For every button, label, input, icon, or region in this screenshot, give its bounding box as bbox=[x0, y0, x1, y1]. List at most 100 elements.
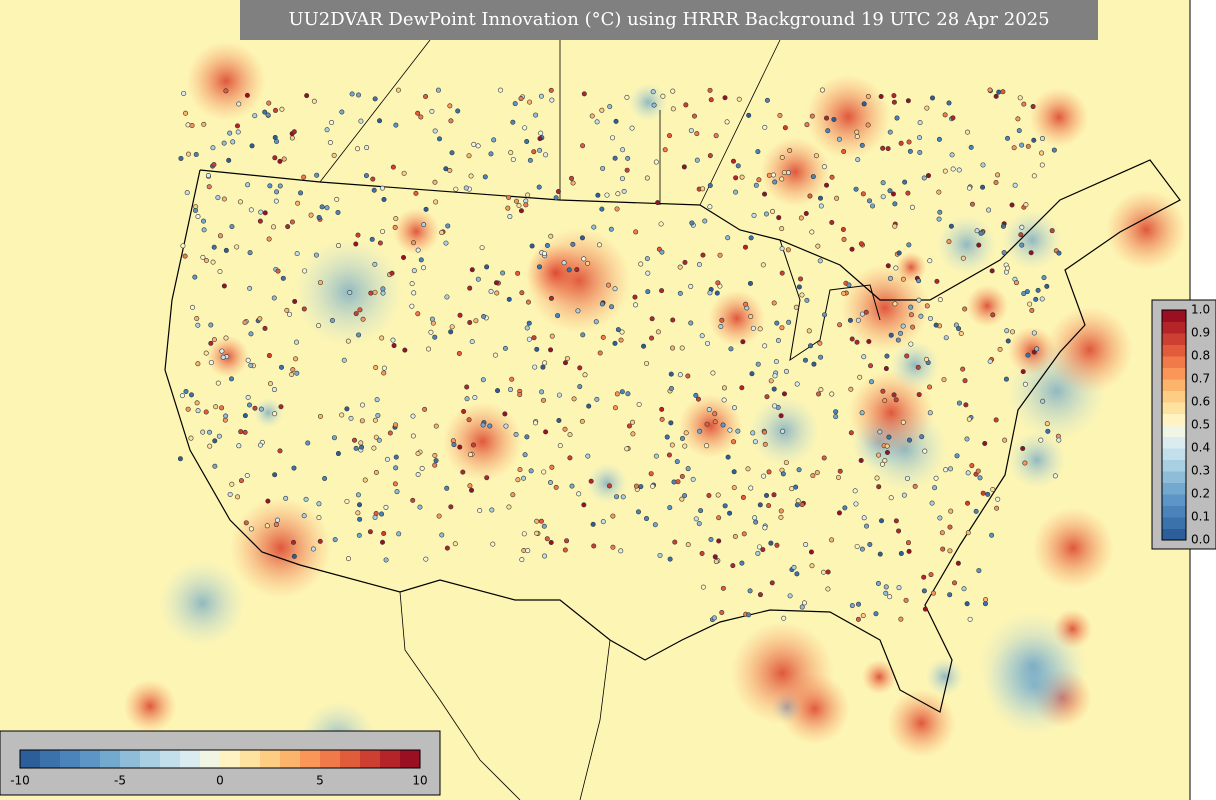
station bbox=[710, 370, 716, 376]
station bbox=[994, 505, 1000, 511]
station bbox=[618, 337, 624, 343]
station bbox=[373, 469, 379, 475]
station bbox=[538, 518, 544, 524]
station bbox=[502, 345, 508, 351]
station bbox=[806, 328, 812, 334]
station bbox=[469, 339, 475, 345]
colorbar-segment bbox=[120, 750, 141, 768]
station bbox=[908, 341, 914, 347]
station bbox=[295, 200, 301, 206]
station bbox=[699, 333, 705, 339]
station bbox=[317, 413, 323, 419]
station bbox=[837, 468, 843, 474]
station bbox=[950, 115, 956, 121]
station bbox=[469, 267, 475, 273]
station bbox=[917, 150, 923, 156]
station bbox=[748, 314, 754, 320]
station bbox=[982, 601, 988, 607]
colorbar-tick-label: 1.0 bbox=[1191, 303, 1210, 317]
station bbox=[786, 319, 792, 325]
colorbar-segment bbox=[40, 750, 61, 768]
station bbox=[829, 219, 835, 225]
station bbox=[667, 505, 673, 511]
station bbox=[262, 109, 268, 115]
station bbox=[356, 332, 362, 338]
station bbox=[720, 585, 726, 591]
station bbox=[222, 417, 228, 423]
station bbox=[771, 492, 777, 498]
station bbox=[329, 318, 335, 324]
station bbox=[371, 445, 377, 451]
station bbox=[727, 510, 733, 516]
station bbox=[916, 392, 922, 398]
station bbox=[1031, 330, 1037, 336]
colorbar-tick-label: 0.4 bbox=[1191, 441, 1210, 455]
station bbox=[809, 229, 815, 235]
station bbox=[543, 429, 549, 435]
station bbox=[531, 335, 537, 341]
station bbox=[717, 252, 723, 258]
colorbar-outline bbox=[19, 749, 421, 769]
station bbox=[200, 254, 206, 260]
station bbox=[205, 173, 211, 179]
station bbox=[816, 391, 822, 397]
colorbar-tick-label: 10 bbox=[412, 774, 427, 788]
station bbox=[488, 151, 494, 157]
station bbox=[612, 155, 618, 161]
station bbox=[777, 112, 783, 118]
station bbox=[929, 500, 935, 506]
station bbox=[516, 202, 522, 208]
station bbox=[898, 140, 904, 146]
station bbox=[819, 87, 825, 93]
station bbox=[372, 289, 378, 295]
station bbox=[751, 212, 757, 218]
colorbar-tick-label: 0.7 bbox=[1191, 372, 1210, 386]
station bbox=[518, 208, 524, 214]
station bbox=[946, 239, 952, 245]
station bbox=[721, 397, 727, 403]
station bbox=[393, 465, 399, 471]
station bbox=[993, 180, 999, 186]
colorbar-segment bbox=[1162, 494, 1186, 506]
station bbox=[549, 97, 555, 103]
station bbox=[693, 516, 699, 522]
station bbox=[372, 261, 378, 267]
station bbox=[715, 280, 721, 286]
station bbox=[859, 311, 865, 317]
station bbox=[415, 311, 421, 317]
station bbox=[668, 386, 674, 392]
station bbox=[989, 268, 995, 274]
station bbox=[858, 457, 864, 463]
station bbox=[490, 541, 496, 547]
station bbox=[829, 174, 835, 180]
station bbox=[942, 112, 948, 118]
station bbox=[880, 145, 886, 151]
station bbox=[211, 337, 217, 343]
station bbox=[525, 192, 531, 198]
station bbox=[373, 365, 379, 371]
station bbox=[718, 324, 724, 330]
station bbox=[359, 444, 365, 450]
field-blob bbox=[848, 370, 934, 456]
station bbox=[947, 548, 953, 554]
field-blob bbox=[887, 688, 956, 758]
station bbox=[705, 340, 711, 346]
station bbox=[896, 585, 902, 591]
station bbox=[390, 337, 396, 343]
station bbox=[1025, 143, 1031, 149]
station bbox=[316, 515, 322, 521]
station bbox=[927, 384, 933, 390]
colorbar-tick-label: 5 bbox=[316, 774, 324, 788]
station bbox=[814, 470, 820, 476]
station bbox=[466, 417, 472, 423]
station bbox=[586, 403, 592, 409]
station bbox=[768, 378, 774, 384]
station bbox=[375, 412, 381, 418]
station bbox=[1000, 223, 1006, 229]
station bbox=[916, 278, 922, 284]
station bbox=[380, 290, 386, 296]
station bbox=[401, 255, 407, 261]
colorbar-segment bbox=[220, 750, 241, 768]
station bbox=[937, 209, 943, 215]
station bbox=[632, 302, 638, 308]
